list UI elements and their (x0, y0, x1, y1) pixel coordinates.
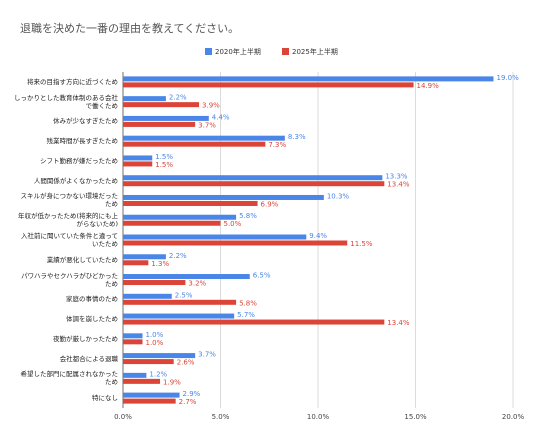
data-label: 1.5% (155, 153, 173, 161)
y-tick-label: 会社都合による退職 (59, 354, 118, 363)
bar (123, 115, 209, 121)
y-tick-label: 特になし (92, 394, 118, 403)
bar (123, 398, 176, 404)
y-tick-label: 体調を崩したため (66, 315, 118, 324)
data-label: 6.5% (253, 272, 271, 280)
bar (123, 280, 186, 286)
bar (123, 234, 307, 240)
bar (123, 240, 348, 246)
data-label: 1.0% (146, 339, 164, 347)
y-tick-label: 希望した部門に配属されなかった ため (20, 370, 119, 387)
x-tick-label: 10.0% (307, 413, 330, 421)
y-tick-label: 将来の目指す方向に近づくため (27, 77, 118, 86)
y-tick-label: 入社前に聞いていた条件と違って いたため (21, 232, 118, 248)
bar (123, 260, 149, 266)
x-tick-label: 0.0% (114, 413, 132, 421)
data-label: 10.3% (327, 192, 350, 200)
bar (123, 339, 143, 345)
bar (123, 194, 324, 200)
bar (123, 359, 174, 365)
bar (123, 333, 143, 339)
data-label: 1.3% (151, 260, 169, 268)
x-tick-label: 5.0% (212, 413, 230, 421)
bar (123, 76, 494, 82)
data-label: 3.7% (198, 351, 216, 359)
data-label: 8.3% (288, 133, 306, 141)
data-label: 4.4% (212, 113, 230, 121)
data-label: 3.7% (198, 121, 216, 129)
x-tick-label: 15.0% (404, 413, 427, 421)
bar (123, 293, 172, 299)
data-label: 9.4% (309, 232, 327, 240)
bar (123, 313, 235, 319)
data-label: 2.2% (169, 252, 187, 260)
data-label: 1.0% (146, 331, 164, 339)
bar (123, 175, 383, 181)
data-label: 13.3% (385, 173, 408, 181)
y-tick-label: 休みが少なすぎたため (53, 117, 118, 126)
bar (123, 121, 196, 127)
bar (123, 372, 147, 378)
y-tick-label: スキルが身につかない環境だった ため (20, 192, 119, 209)
bar (123, 254, 166, 260)
data-label: 13.4% (387, 319, 410, 327)
data-label: 11.5% (350, 240, 373, 248)
data-label: 5.8% (239, 212, 257, 220)
data-label: 1.2% (149, 370, 167, 378)
x-tick-label: 20.0% (502, 413, 525, 421)
data-label: 5.0% (224, 220, 242, 228)
bar (123, 319, 385, 325)
y-tick-label: 業績が悪化していたため (46, 255, 118, 264)
bar (123, 200, 258, 206)
bar (123, 299, 237, 305)
legend-label: 2025年上半期 (292, 47, 338, 56)
y-tick-label: パワハラやセクハラがひどかった ため (21, 271, 118, 288)
y-tick-label: しっかりとした教育体制のある会社 で働くため (14, 93, 118, 110)
bar (123, 353, 196, 359)
chart-title: 退職を決めた一番の理由を教えてください。 (20, 22, 240, 35)
data-label: 2.5% (175, 291, 193, 299)
data-label: 2.9% (183, 390, 201, 398)
y-tick-label: 人間関係がよくなかったため (33, 176, 118, 185)
data-label: 5.8% (239, 299, 257, 307)
bar (123, 102, 200, 108)
data-label: 2.7% (179, 398, 197, 406)
bar (123, 274, 250, 280)
data-label: 1.9% (163, 378, 181, 386)
bar (123, 135, 285, 141)
data-label: 2.2% (169, 94, 187, 102)
data-label: 1.5% (155, 161, 173, 169)
bar (123, 155, 153, 161)
bar (123, 220, 221, 226)
data-label: 2.6% (177, 359, 195, 367)
data-label: 3.9% (202, 102, 220, 110)
y-tick-label: 夜勤が厳しかったため (53, 334, 118, 343)
data-label: 6.9% (261, 200, 279, 208)
bar (123, 392, 180, 398)
bar (123, 214, 237, 220)
data-label: 7.3% (268, 141, 286, 149)
y-tick-label: 年収が低かったため(将来的にも上 がらないため) (17, 212, 118, 229)
data-label: 3.2% (188, 280, 206, 288)
legend-swatch (282, 48, 289, 55)
bar (123, 181, 385, 187)
y-tick-label: 残業時間が長すぎたため (46, 137, 119, 146)
bar (123, 141, 266, 147)
y-tick-label: シフト勤務が嫌だったため (40, 156, 118, 165)
data-label: 13.4% (387, 181, 410, 189)
bar (123, 378, 161, 384)
bar (123, 82, 414, 88)
data-label: 14.9% (417, 82, 440, 90)
y-tick-label: 家庭の事情のため (66, 295, 118, 304)
bar (123, 96, 166, 102)
bar (123, 161, 153, 167)
legend-label: 2020年上半期 (215, 47, 261, 56)
data-label: 5.7% (237, 311, 255, 319)
data-label: 19.0% (497, 74, 520, 82)
legend-swatch (205, 48, 212, 55)
